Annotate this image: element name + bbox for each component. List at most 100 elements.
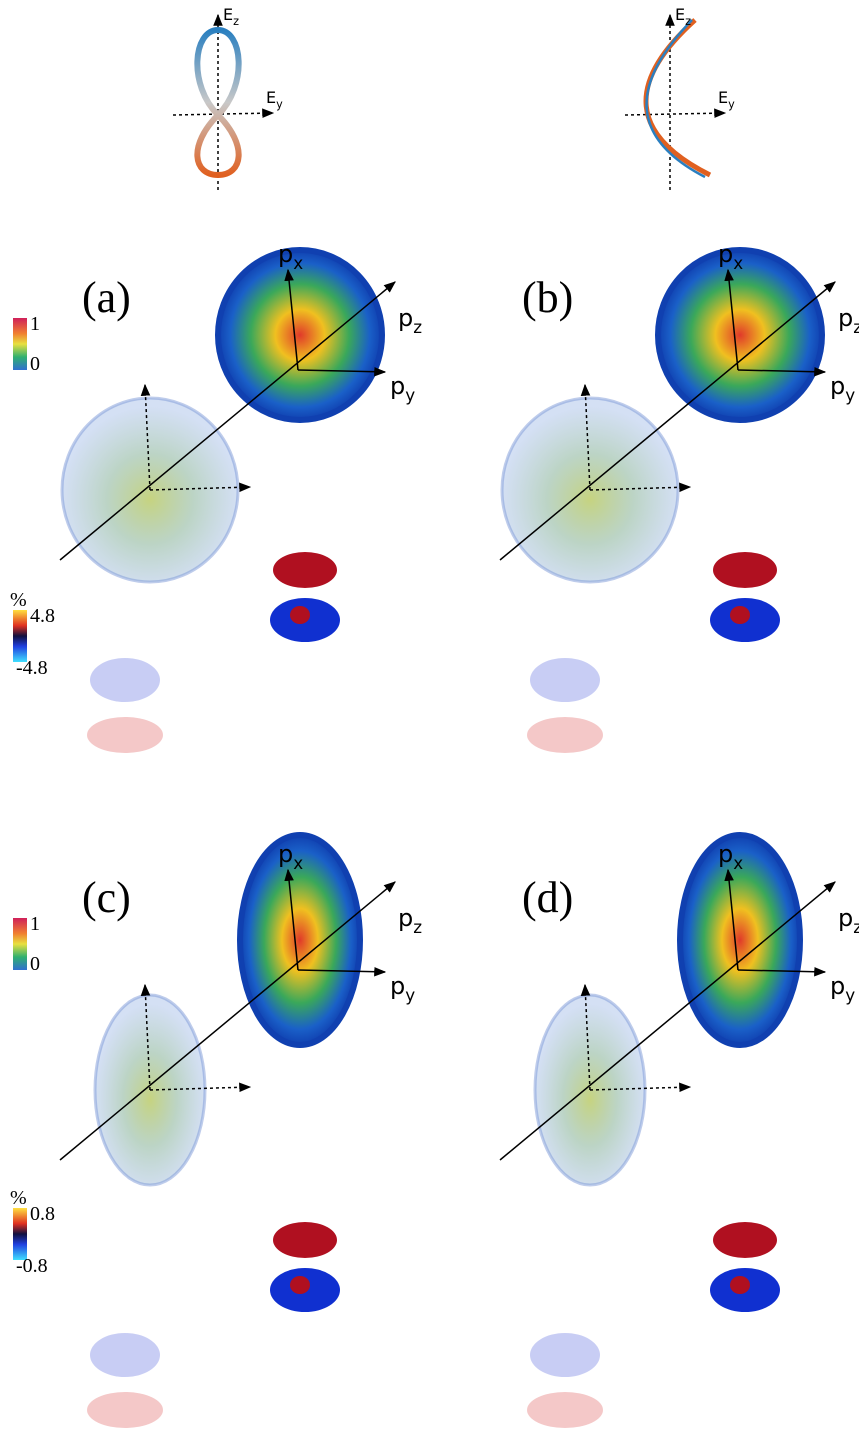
axis-arrow — [284, 868, 299, 971]
axis-label: pz — [398, 304, 422, 337]
difference-blob — [273, 1222, 337, 1258]
density-blob — [677, 832, 803, 1048]
label-sub: z — [853, 317, 859, 337]
polarization-curve — [645, 19, 706, 179]
axis-label: py — [830, 972, 855, 1005]
axis-label: py — [390, 972, 415, 1005]
label-sub: y — [845, 985, 855, 1005]
difference-projection — [527, 1392, 603, 1428]
axis-arrow — [737, 366, 827, 377]
content: EzEyEzEy(a)pxpzpy(b)pxpzpy(c)pxpzpy(d)px… — [10, 5, 859, 1428]
polarization-curve — [643, 18, 712, 178]
axis-label: Ez — [223, 5, 239, 28]
colorbar — [13, 1208, 27, 1260]
colorbar — [13, 610, 27, 662]
axis-label: Ez — [675, 5, 691, 28]
colorbar-unit: % — [10, 589, 27, 611]
label-base: p — [718, 240, 733, 268]
colorbar-min: -0.8 — [16, 1255, 48, 1277]
label-sub: x — [293, 853, 303, 873]
label-sub: x — [293, 253, 303, 273]
label-base: p — [838, 304, 853, 332]
colorbar-max: 4.8 — [30, 605, 55, 627]
density-blob — [215, 247, 385, 423]
difference-projection — [87, 1392, 163, 1428]
panel-label: (a) — [82, 273, 131, 322]
difference-projection — [87, 717, 163, 753]
axis-arrow — [284, 268, 299, 371]
panel-label: (c) — [82, 873, 131, 922]
colorbar — [13, 918, 27, 970]
panel-label: (b) — [522, 273, 573, 322]
difference-projection — [530, 1333, 600, 1377]
label-sub: z — [853, 917, 859, 937]
colorbar-max: 1 — [30, 313, 40, 335]
difference-projection — [527, 717, 603, 753]
label-base: p — [830, 972, 845, 1000]
label-sub: y — [405, 985, 415, 1005]
difference-blob — [713, 552, 777, 588]
label-base: p — [278, 240, 293, 268]
difference-blob — [290, 1276, 310, 1294]
colorbar-max: 0.8 — [30, 1203, 55, 1225]
density-blob — [237, 832, 363, 1048]
axis-label: pz — [398, 904, 422, 937]
axis-label: pz — [838, 904, 859, 937]
axis-label: py — [390, 372, 415, 405]
label-sub: x — [733, 253, 743, 273]
axis-arrow — [737, 966, 827, 977]
label-base: E — [266, 88, 276, 107]
label-base: E — [223, 5, 233, 24]
axis-arrow — [589, 482, 692, 493]
label-base: p — [830, 372, 845, 400]
label-sub: z — [413, 317, 422, 337]
label-base: E — [718, 88, 728, 107]
axis-arrow — [589, 1082, 692, 1093]
label-base: p — [398, 304, 413, 332]
axis-arrow — [724, 268, 739, 371]
axis-arrow — [624, 108, 727, 119]
label-sub: x — [733, 853, 743, 873]
pz-axis — [59, 881, 396, 1161]
axis-arrow — [149, 1082, 252, 1093]
axis-arrow — [149, 482, 252, 493]
label-base: p — [390, 972, 405, 1000]
colorbar-min: 0 — [30, 953, 40, 975]
colorbar-min: 0 — [30, 353, 40, 375]
colorbar-min: -4.8 — [16, 657, 48, 679]
label-base: p — [398, 904, 413, 932]
colorbar-unit: % — [10, 1187, 27, 1209]
label-sub: z — [233, 15, 239, 28]
difference-blob — [273, 552, 337, 588]
label-base: p — [278, 840, 293, 868]
label-sub: y — [728, 98, 735, 111]
colorbar-max: 1 — [30, 913, 40, 935]
label-base: p — [838, 904, 853, 932]
axis-arrow — [297, 366, 387, 377]
pz-axis — [499, 881, 836, 1161]
axis-label: px — [718, 840, 743, 873]
colorbar — [13, 318, 27, 370]
polarization-loop — [194, 26, 242, 179]
axis-label: Ey — [718, 88, 735, 111]
label-sub: y — [845, 385, 855, 405]
difference-blob — [290, 606, 310, 624]
difference-projection — [90, 1333, 160, 1377]
difference-blob — [713, 1222, 777, 1258]
density-blob — [655, 247, 825, 423]
difference-blob — [730, 606, 750, 624]
axis-label: px — [718, 240, 743, 273]
pz-axis — [59, 281, 396, 561]
axis-label: px — [278, 840, 303, 873]
axis-arrow — [724, 868, 739, 971]
difference-blob — [730, 1276, 750, 1294]
label-base: p — [718, 840, 733, 868]
label-sub: z — [685, 15, 691, 28]
pz-axis — [499, 281, 836, 561]
panel-label: (d) — [522, 873, 573, 922]
label-base: p — [390, 372, 405, 400]
axis-label: pz — [838, 304, 859, 337]
axis-label: Ey — [266, 88, 283, 111]
axis-label: py — [830, 372, 855, 405]
